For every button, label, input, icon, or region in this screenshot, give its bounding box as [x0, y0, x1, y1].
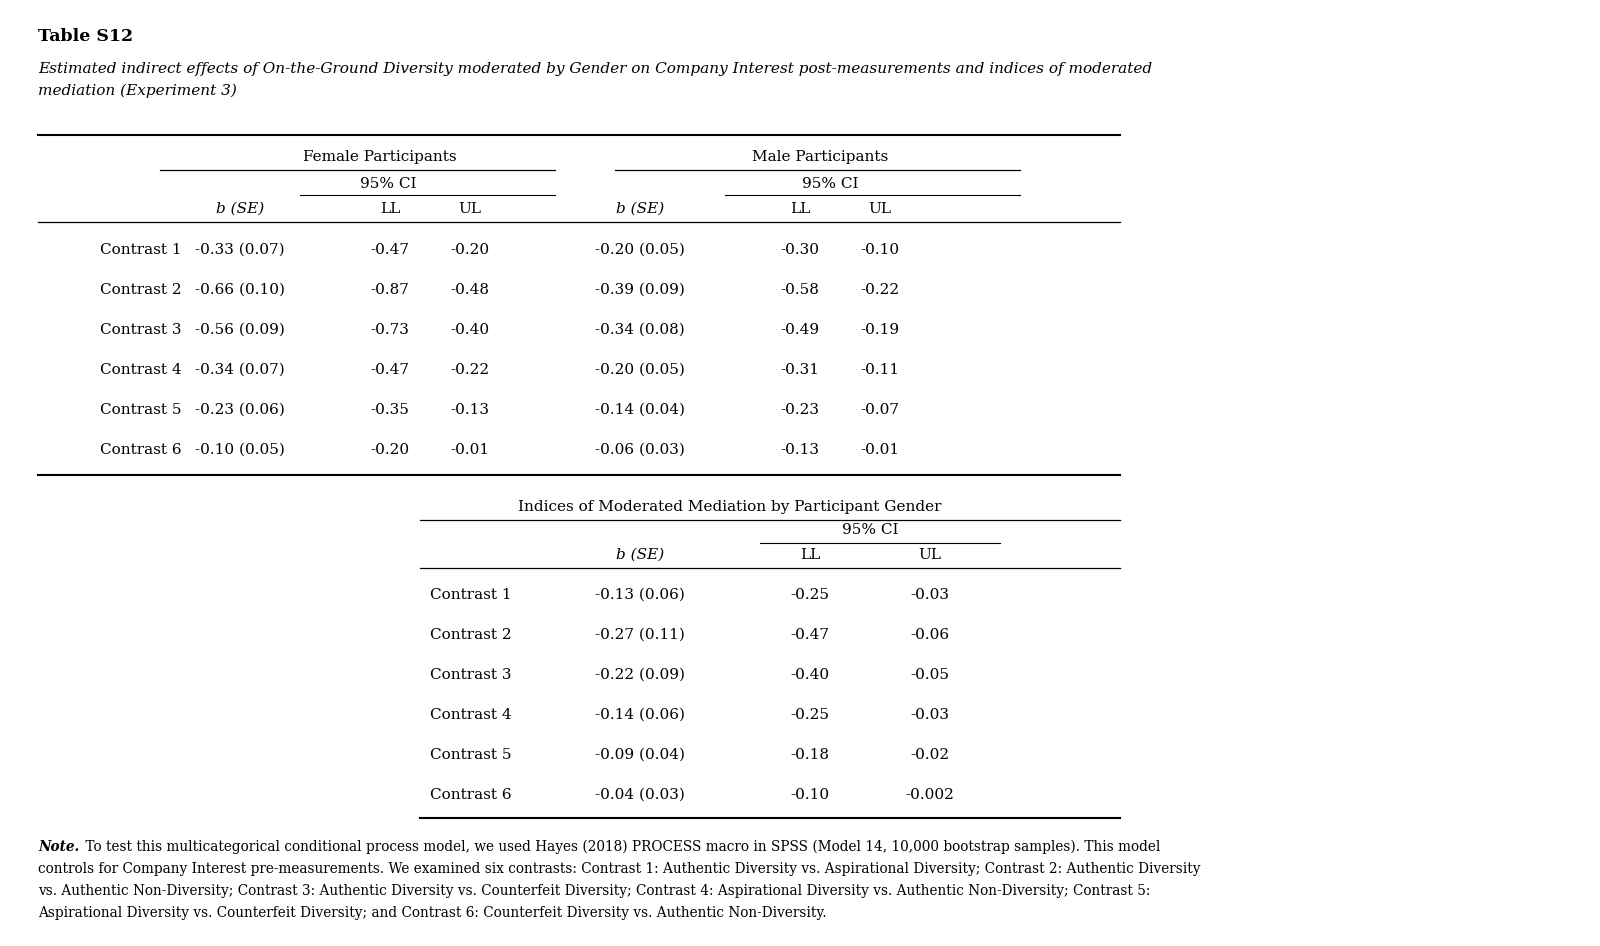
Text: -0.22: -0.22	[451, 363, 490, 377]
Text: Contrast 2: Contrast 2	[99, 283, 182, 297]
Text: 95% CI: 95% CI	[842, 523, 898, 537]
Text: vs. Authentic Non-Diversity; Contrast 3: Authentic Diversity vs. Counterfeit Div: vs. Authentic Non-Diversity; Contrast 3:…	[38, 884, 1150, 898]
Text: -0.13: -0.13	[451, 403, 490, 417]
Text: -0.07: -0.07	[861, 403, 899, 417]
Text: -0.49: -0.49	[781, 323, 819, 337]
Text: -0.22 (0.09): -0.22 (0.09)	[595, 668, 685, 682]
Text: UL: UL	[869, 202, 891, 216]
Text: Male Participants: Male Participants	[752, 150, 888, 164]
Text: mediation (Experiment 3): mediation (Experiment 3)	[38, 84, 237, 98]
Text: -0.20: -0.20	[451, 243, 490, 257]
Text: b (SE): b (SE)	[616, 548, 664, 562]
Text: -0.87: -0.87	[371, 283, 410, 297]
Text: -0.18: -0.18	[790, 748, 829, 762]
Text: -0.03: -0.03	[910, 708, 949, 722]
Text: -0.20: -0.20	[371, 443, 410, 457]
Text: b (SE): b (SE)	[216, 202, 264, 216]
Text: -0.35: -0.35	[371, 403, 410, 417]
Text: -0.47: -0.47	[371, 243, 410, 257]
Text: Contrast 2: Contrast 2	[430, 628, 512, 642]
Text: To test this multicategorical conditional process model, we used Hayes (2018) PR: To test this multicategorical conditiona…	[82, 840, 1160, 854]
Text: -0.47: -0.47	[790, 628, 829, 642]
Text: -0.09 (0.04): -0.09 (0.04)	[595, 748, 685, 762]
Text: -0.10 (0.05): -0.10 (0.05)	[195, 443, 285, 457]
Text: LL: LL	[790, 202, 810, 216]
Text: b (SE): b (SE)	[616, 202, 664, 216]
Text: Contrast 5: Contrast 5	[99, 403, 181, 417]
Text: -0.19: -0.19	[861, 323, 899, 337]
Text: Contrast 6: Contrast 6	[430, 788, 512, 802]
Text: UL: UL	[918, 548, 941, 562]
Text: Aspirational Diversity vs. Counterfeit Diversity; and Contrast 6: Counterfeit Di: Aspirational Diversity vs. Counterfeit D…	[38, 906, 827, 920]
Text: -0.27 (0.11): -0.27 (0.11)	[595, 628, 685, 642]
Text: -0.58: -0.58	[781, 283, 819, 297]
Text: 95% CI: 95% CI	[360, 177, 416, 191]
Text: -0.10: -0.10	[790, 788, 829, 802]
Text: Contrast 4: Contrast 4	[430, 708, 512, 722]
Text: -0.39 (0.09): -0.39 (0.09)	[595, 283, 685, 297]
Text: -0.66 (0.10): -0.66 (0.10)	[195, 283, 285, 297]
Text: -0.14 (0.06): -0.14 (0.06)	[595, 708, 685, 722]
Text: -0.56 (0.09): -0.56 (0.09)	[195, 323, 285, 337]
Text: 95% CI: 95% CI	[802, 177, 858, 191]
Text: -0.34 (0.07): -0.34 (0.07)	[195, 363, 285, 377]
Text: -0.20 (0.05): -0.20 (0.05)	[595, 363, 685, 377]
Text: -0.40: -0.40	[790, 668, 829, 682]
Text: controls for Company Interest pre-measurements. We examined six contrasts: Contr: controls for Company Interest pre-measur…	[38, 862, 1200, 876]
Text: Contrast 5: Contrast 5	[430, 748, 512, 762]
Text: -0.25: -0.25	[790, 708, 829, 722]
Text: Contrast 6: Contrast 6	[99, 443, 182, 457]
Text: -0.01: -0.01	[861, 443, 899, 457]
Text: -0.22: -0.22	[861, 283, 899, 297]
Text: -0.05: -0.05	[910, 668, 949, 682]
Text: Contrast 3: Contrast 3	[430, 668, 512, 682]
Text: -0.40: -0.40	[451, 323, 490, 337]
Text: -0.23: -0.23	[781, 403, 819, 417]
Text: Estimated indirect effects of On-the-Ground Diversity moderated by Gender on Com: Estimated indirect effects of On-the-Gro…	[38, 62, 1152, 76]
Text: Female Participants: Female Participants	[302, 150, 458, 164]
Text: -0.73: -0.73	[371, 323, 410, 337]
Text: -0.03: -0.03	[910, 588, 949, 602]
Text: UL: UL	[459, 202, 482, 216]
Text: -0.10: -0.10	[861, 243, 899, 257]
Text: -0.14 (0.04): -0.14 (0.04)	[595, 403, 685, 417]
Text: -0.01: -0.01	[451, 443, 490, 457]
Text: -0.06: -0.06	[910, 628, 949, 642]
Text: Table S12: Table S12	[38, 28, 133, 45]
Text: -0.11: -0.11	[861, 363, 899, 377]
Text: -0.20 (0.05): -0.20 (0.05)	[595, 243, 685, 257]
Text: -0.30: -0.30	[781, 243, 819, 257]
Text: Contrast 3: Contrast 3	[99, 323, 181, 337]
Text: -0.02: -0.02	[910, 748, 949, 762]
Text: -0.48: -0.48	[451, 283, 490, 297]
Text: -0.13 (0.06): -0.13 (0.06)	[595, 588, 685, 602]
Text: -0.002: -0.002	[906, 788, 955, 802]
Text: LL: LL	[379, 202, 400, 216]
Text: -0.04 (0.03): -0.04 (0.03)	[595, 788, 685, 802]
Text: -0.06 (0.03): -0.06 (0.03)	[595, 443, 685, 457]
Text: -0.33 (0.07): -0.33 (0.07)	[195, 243, 285, 257]
Text: Contrast 4: Contrast 4	[99, 363, 182, 377]
Text: Indices of Moderated Mediation by Participant Gender: Indices of Moderated Mediation by Partic…	[518, 500, 942, 514]
Text: -0.31: -0.31	[781, 363, 819, 377]
Text: -0.23 (0.06): -0.23 (0.06)	[195, 403, 285, 417]
Text: LL: LL	[800, 548, 821, 562]
Text: Note.: Note.	[38, 840, 80, 854]
Text: -0.13: -0.13	[781, 443, 819, 457]
Text: -0.47: -0.47	[371, 363, 410, 377]
Text: Contrast 1: Contrast 1	[99, 243, 182, 257]
Text: Contrast 1: Contrast 1	[430, 588, 512, 602]
Text: -0.25: -0.25	[790, 588, 829, 602]
Text: -0.34 (0.08): -0.34 (0.08)	[595, 323, 685, 337]
